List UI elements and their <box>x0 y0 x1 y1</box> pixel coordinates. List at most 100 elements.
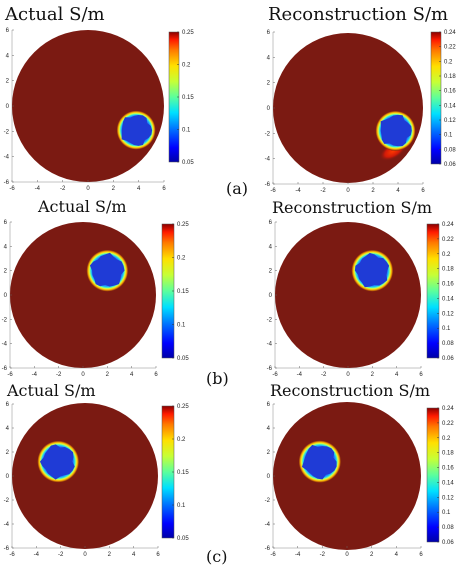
colorbar <box>430 31 442 165</box>
y-tick-label: -4 <box>265 157 271 163</box>
colorbar-tick-label: 0.18 <box>442 451 454 457</box>
y-tick-label: 0 <box>6 474 10 480</box>
x-tick-label: 2 <box>371 188 375 194</box>
y-tick-label: 2 <box>4 269 8 275</box>
y-tick-label: -4 <box>4 155 10 161</box>
x-tick-label: 0 <box>345 552 349 558</box>
panel-c-reconstruction: Reconstruction S/m -6 -4 -2 0 2 4 6 6 4 2 0 -2 -4 -6 0.… <box>265 381 455 558</box>
colorbar-tick-label: 0.18 <box>442 267 454 273</box>
x-tick-label: 6 <box>419 372 423 378</box>
panel-title: Reconstruction S/m <box>270 381 430 400</box>
x-tick-label: -6 <box>272 372 278 378</box>
y-tick-label: 2 <box>6 79 10 85</box>
colorbar-tick-label: 0.15 <box>177 289 189 295</box>
y-tick-label: 6 <box>269 220 273 226</box>
y-tick-label: -4 <box>4 522 10 528</box>
x-tick-label: 2 <box>106 372 110 378</box>
colorbar-tick-label: 0.2 <box>444 59 453 65</box>
colorbar-tick-label: 0.1 <box>177 323 186 329</box>
x-tick-label: 6 <box>154 372 158 378</box>
x-tick-label: -4 <box>32 372 38 378</box>
x-tick-label: 2 <box>112 186 116 192</box>
x-tick-label: 0 <box>83 552 87 558</box>
colorbar-tick-label: 0.2 <box>177 437 186 443</box>
colorbar-tick-label: 0.1 <box>444 133 453 139</box>
x-tick-label: 6 <box>162 186 166 192</box>
x-tick-label: 4 <box>137 186 141 192</box>
x-tick-label: 4 <box>395 372 399 378</box>
colorbar-tick-label: 0.16 <box>442 282 454 288</box>
colorbar-tick-label: 0.12 <box>442 495 454 501</box>
colorbar-tick-label: 0.24 <box>442 222 454 228</box>
y-tick-label: -2 <box>2 317 8 323</box>
y-tick-label: -6 <box>2 366 8 372</box>
inclusion-core <box>354 252 390 288</box>
y-tick-label: 4 <box>267 55 271 61</box>
panel-b-reconstruction: Reconstruction S/m -6 -4 -2 0 2 4 6 6 4 2 0 -2 -4 -6 0.… <box>267 198 455 378</box>
colorbar-tick-label: 0.25 <box>182 30 194 36</box>
x-tick-label: -6 <box>9 186 15 192</box>
colorbar-tick-label: 0.05 <box>177 356 189 362</box>
colorbar-tick-label: 0.12 <box>442 311 454 317</box>
y-tick-label: 4 <box>6 53 10 59</box>
domain-disk <box>10 222 156 368</box>
panel-a-reconstruction: Reconstruction S/m -6 -4 -2 0 2 4 6 6 4 2 0 -2 -4 -6 0.… <box>265 4 457 194</box>
y-tick-label: 6 <box>267 402 271 408</box>
y-tick-label: 0 <box>6 104 10 110</box>
y-tick-label: 0 <box>267 474 271 480</box>
panel-a-actual: Actual S/m -6 -4 -2 0 2 4 6 6 4 2 0 -2 -4 -6 0.25 0.2 0.1… <box>4 4 195 192</box>
y-tick-label: 0 <box>267 106 271 112</box>
domain-disk <box>12 403 158 549</box>
colorbar-tick-label: 0.25 <box>177 404 189 410</box>
x-tick-label: 0 <box>86 186 90 192</box>
y-tick-label: 4 <box>269 244 273 250</box>
x-tick-label: -2 <box>321 372 327 378</box>
colorbar-tick-label: 0.25 <box>177 222 189 228</box>
inclusion-core <box>121 114 153 146</box>
x-tick-label: 4 <box>132 552 136 558</box>
x-tick-label: 4 <box>130 372 134 378</box>
colorbar-tick-label: 0.1 <box>177 503 186 509</box>
y-tick-label: 2 <box>269 269 273 275</box>
x-tick-label: -4 <box>34 552 40 558</box>
colorbar-tick-label: 0.1 <box>182 128 191 134</box>
colorbar-tick-label: 0.12 <box>444 118 456 124</box>
y-tick-label: 2 <box>267 81 271 87</box>
inclusion-core <box>39 444 75 480</box>
colorbar-tick-label: 0.05 <box>177 536 189 542</box>
colorbar-tick-label: 0.08 <box>442 525 454 531</box>
x-tick-label: -4 <box>295 552 301 558</box>
panel-c-actual: Actual S/m -6 -4 -2 0 2 4 6 6 4 2 0 -2 -4 -6 0.25 0.2 0.1… <box>4 381 190 558</box>
x-tick-label: -2 <box>58 552 64 558</box>
inclusion-core <box>301 444 337 480</box>
inclusion-core <box>89 252 125 287</box>
domain-disk <box>275 222 421 368</box>
colorbar-tick-label: 0.15 <box>182 95 194 101</box>
x-tick-label: -4 <box>297 372 303 378</box>
x-tick-label: 0 <box>346 372 350 378</box>
panel-title: Actual S/m <box>4 4 105 25</box>
x-tick-label: 6 <box>419 552 423 558</box>
inclusion-core <box>380 114 412 147</box>
colorbar-tick-label: 0.15 <box>177 470 189 476</box>
y-tick-label: 6 <box>6 402 10 408</box>
panel-title: Actual S/m <box>6 381 96 400</box>
x-tick-label: -2 <box>56 372 62 378</box>
colorbar-tick-label: 0.14 <box>442 296 454 302</box>
colorbar-tick-label: 0.06 <box>444 162 456 168</box>
colorbar-tick-label: 0.14 <box>442 480 454 486</box>
y-tick-label: 6 <box>267 30 271 36</box>
y-tick-label: -6 <box>4 180 10 186</box>
y-tick-label: -4 <box>265 522 271 528</box>
panel-title: Actual S/m <box>37 197 127 216</box>
y-tick-label: 2 <box>6 450 10 456</box>
x-tick-label: 2 <box>371 372 375 378</box>
panels-group: Actual S/m -6 -4 -2 0 2 4 6 6 4 2 0 -2 -4 -6 0.25 0.2 0.1… <box>2 4 457 558</box>
y-tick-label: 6 <box>4 220 8 226</box>
y-tick-label: 4 <box>4 244 8 250</box>
y-tick-label: -2 <box>267 317 273 323</box>
x-tick-label: -2 <box>320 188 326 194</box>
x-tick-label: -6 <box>270 552 276 558</box>
colorbar-tick-label: 0.16 <box>444 89 456 95</box>
